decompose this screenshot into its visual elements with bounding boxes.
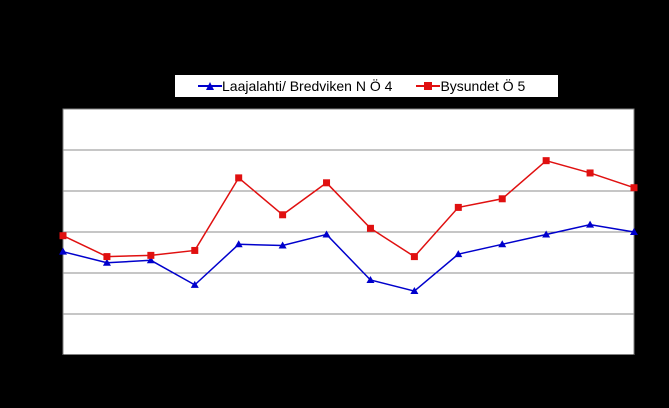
legend-label-series-2: Bysundet Ö 5 xyxy=(440,78,526,94)
series-1-point xyxy=(366,275,375,283)
series-2-point xyxy=(410,253,418,261)
legend-entry-series-2: Bysundet Ö 5 xyxy=(416,78,525,94)
series-2-point xyxy=(235,174,243,182)
series-layer xyxy=(59,157,638,295)
series-1-point xyxy=(410,287,419,295)
series-1-point xyxy=(630,228,638,235)
series-2-point xyxy=(191,246,199,254)
series-1-point xyxy=(498,240,507,248)
legend-swatch-series-2 xyxy=(416,80,441,92)
series-2-point xyxy=(147,251,155,259)
series-2-point xyxy=(542,157,550,165)
series-2-point xyxy=(323,179,331,187)
gridlines xyxy=(63,149,634,315)
series-2-point xyxy=(59,232,67,240)
legend-swatch-series-1 xyxy=(198,80,222,92)
series-1-point xyxy=(190,280,199,288)
series-1-point xyxy=(542,230,551,238)
legend-entry-series-1: Laajalahti/ Bredviken N Ö 4 xyxy=(198,78,392,94)
series-2-point xyxy=(586,169,594,177)
series-1-point xyxy=(146,256,155,264)
series-1-line xyxy=(62,223,635,292)
series-1-point xyxy=(322,230,331,238)
series-2-line xyxy=(62,159,635,258)
legend: Laajalahti/ Bredviken N Ö 4 Bysundet Ö 5 xyxy=(174,74,559,98)
series-2-point xyxy=(366,224,374,232)
series-1-point xyxy=(59,247,67,255)
series-1-point xyxy=(278,241,287,249)
series-2-point xyxy=(498,195,506,203)
series-2-point xyxy=(454,203,462,211)
series-1-point xyxy=(234,240,243,248)
series-1-point xyxy=(454,250,463,258)
series-2-point xyxy=(279,211,287,219)
series-1-point xyxy=(586,220,595,228)
series-2-point xyxy=(103,253,111,261)
legend-label-series-1: Laajalahti/ Bredviken N Ö 4 xyxy=(222,78,393,94)
series-2-point xyxy=(630,184,638,192)
series-1-point xyxy=(102,258,111,266)
x-axis xyxy=(62,354,635,360)
